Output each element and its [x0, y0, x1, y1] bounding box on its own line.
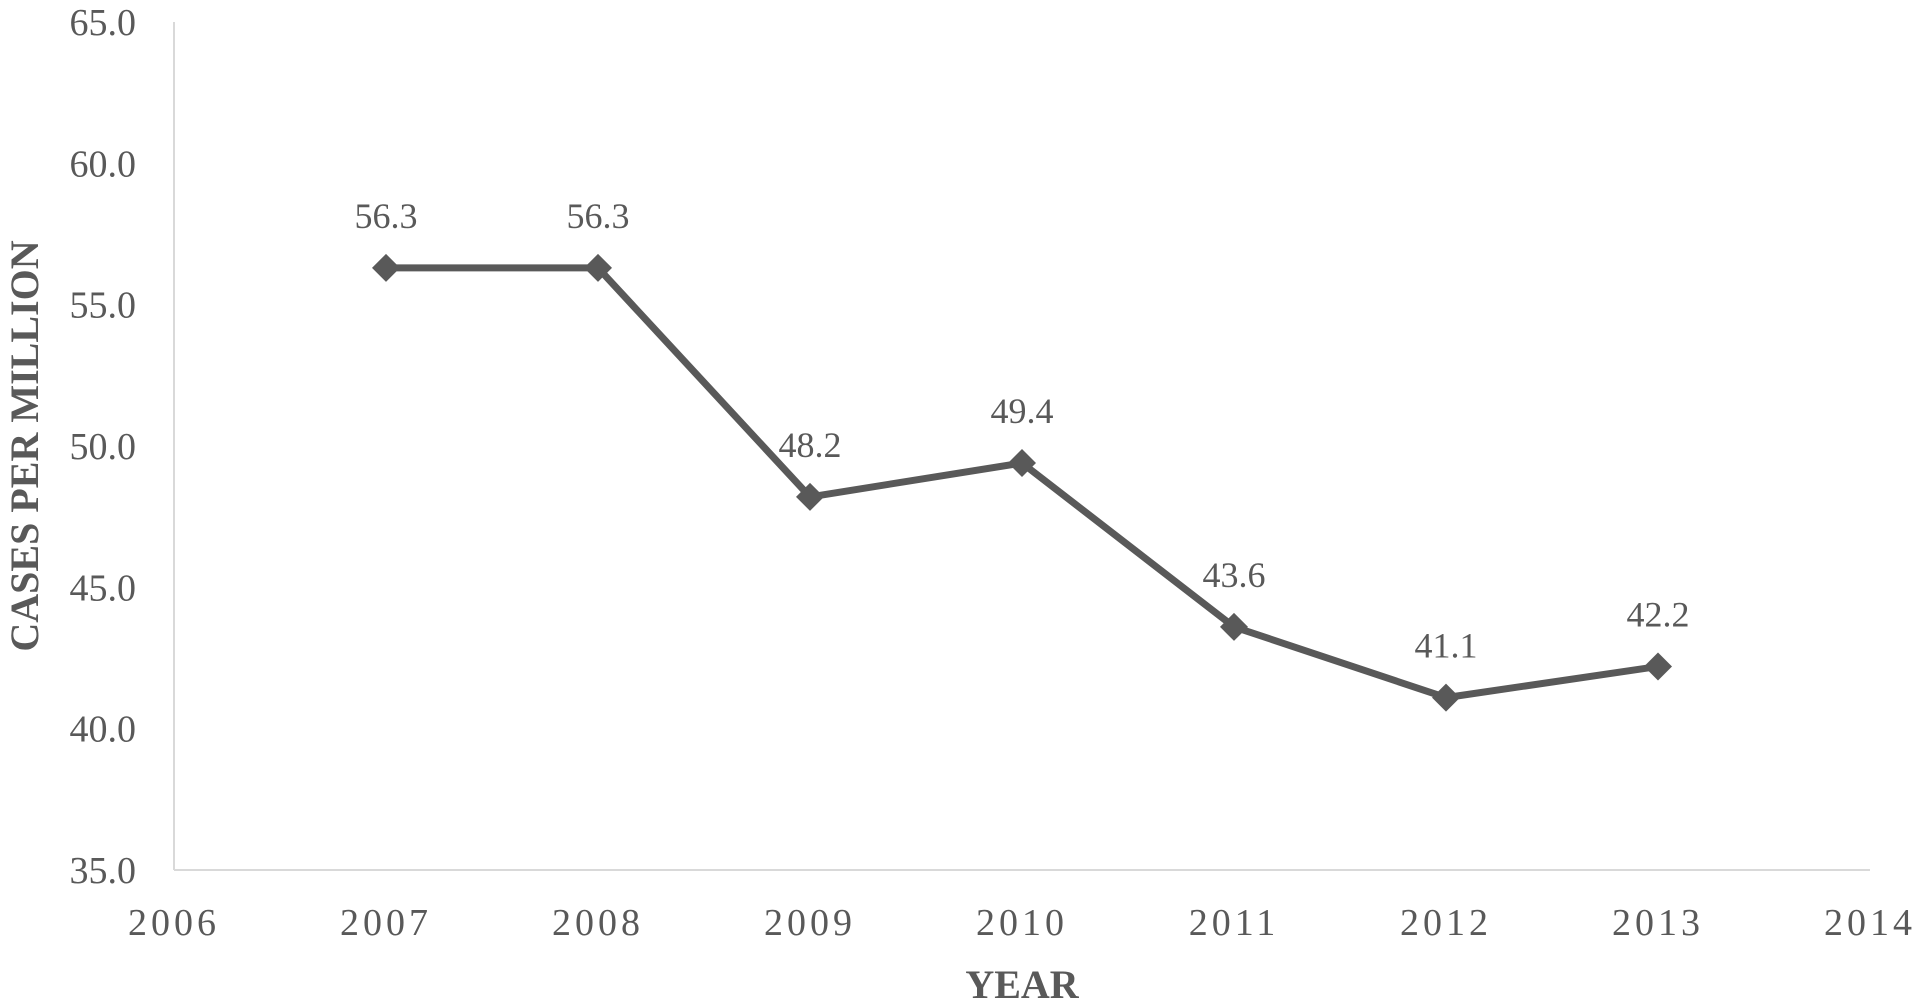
data-point-marker [584, 253, 612, 282]
x-tick-label: 2006 [128, 902, 220, 944]
data-label: 41.1 [1415, 626, 1478, 666]
y-tick-label: 45.0 [70, 567, 137, 609]
y-tick-label: 35.0 [70, 850, 137, 892]
x-axis-title: YEAR [965, 962, 1079, 1007]
data-labels: 56.3 56.3 48.2 49.4 43.6 41.1 42.2 [355, 196, 1690, 666]
data-label: 43.6 [1203, 555, 1266, 595]
data-point-marker [1432, 683, 1460, 712]
x-tick-label: 2009 [764, 902, 856, 944]
data-point-marker [1644, 652, 1672, 681]
data-label: 49.4 [991, 391, 1054, 431]
y-tick-label: 40.0 [70, 709, 137, 751]
y-tick-label: 60.0 [70, 143, 137, 185]
data-label: 56.3 [355, 196, 418, 236]
x-tick-label: 2007 [340, 902, 432, 944]
x-tick-label: 2010 [976, 902, 1068, 944]
y-tick-label: 65.0 [70, 2, 137, 44]
y-tick-label: 50.0 [70, 426, 137, 468]
x-tick-label: 2011 [1189, 902, 1280, 944]
series-group [372, 253, 1672, 712]
data-point-marker [796, 482, 824, 511]
y-tick-labels: 35.0 40.0 45.0 50.0 55.0 60.0 65.0 [70, 2, 137, 892]
x-tick-labels: 2006 2007 2008 2009 2010 2011 2012 2013 2014 [128, 902, 1916, 944]
x-tick-label: 2014 [1824, 902, 1916, 944]
data-point-marker [1220, 612, 1248, 641]
data-label: 56.3 [567, 196, 630, 236]
data-point-marker [1008, 448, 1036, 477]
x-tick-label: 2008 [552, 902, 644, 944]
data-label: 48.2 [779, 425, 842, 465]
x-tick-label: 2013 [1612, 902, 1704, 944]
y-tick-label: 55.0 [70, 285, 137, 327]
y-axis-title: CASES PER MILLION [2, 240, 47, 651]
x-tick-label: 2012 [1400, 902, 1492, 944]
data-label: 42.2 [1627, 594, 1690, 634]
data-point-marker [372, 253, 400, 282]
